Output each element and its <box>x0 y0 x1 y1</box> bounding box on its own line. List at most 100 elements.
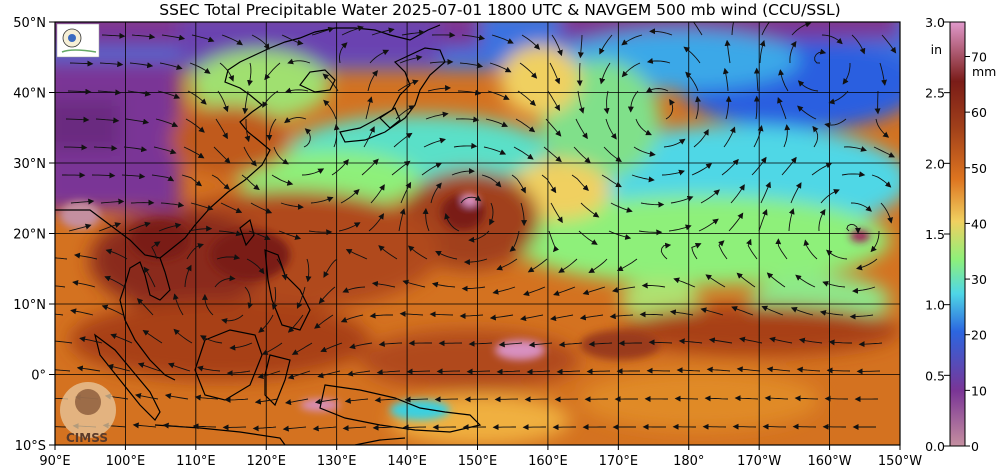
wind-arrow <box>528 341 553 348</box>
wind-arrow <box>631 174 655 183</box>
wind-arrow <box>284 87 309 94</box>
wind-arrow <box>811 162 833 176</box>
lon-label: 160°W <box>807 454 851 469</box>
wind-arrow <box>55 285 66 288</box>
wind-arrow <box>251 34 270 50</box>
wind-arrow <box>691 163 713 176</box>
wind-arrow <box>430 182 442 204</box>
wind-arrow <box>404 396 429 403</box>
wind-arrow <box>189 62 211 74</box>
wind-arrow <box>215 118 228 140</box>
wind-arrow <box>63 144 88 151</box>
wind-arrow <box>603 90 610 115</box>
wind-arrow <box>173 328 193 344</box>
wind-arrow <box>323 99 337 120</box>
wind-arrow <box>739 336 763 344</box>
wind-arrow <box>400 181 412 204</box>
wind-arrow <box>492 286 516 295</box>
wind-arrow <box>698 218 719 232</box>
wind-arrow <box>262 90 279 108</box>
cimss-logo: CIMSS <box>60 382 116 445</box>
wind-arrow <box>828 90 849 105</box>
wind-arrow <box>880 202 893 224</box>
wind-arrow <box>370 184 385 204</box>
wind-arrow <box>577 34 584 59</box>
wind-arrow <box>513 146 534 160</box>
wind-arrow <box>378 245 398 260</box>
lon-label: 150°W <box>878 454 922 469</box>
wind-arrow <box>824 118 847 129</box>
wind-arrow <box>794 395 819 402</box>
wind-arrow <box>104 275 126 288</box>
wind-arrow <box>603 146 622 162</box>
wind-arrow <box>875 118 890 138</box>
wind-arrow <box>674 395 699 402</box>
wind-arrow <box>397 79 419 92</box>
wind-arrow <box>257 370 281 380</box>
wind-arrow <box>549 62 561 85</box>
wind-arrow <box>858 341 883 348</box>
colorbar-mm-tick-label: 30 <box>971 272 987 287</box>
wind-arrow <box>732 423 757 430</box>
wind-arrow <box>157 90 181 99</box>
wind-arrow <box>76 365 101 372</box>
wind-arrow <box>521 34 540 50</box>
wind-arrow <box>211 174 230 190</box>
wind-arrow <box>777 97 787 120</box>
cimss-logo-text: CIMSS <box>66 431 108 445</box>
wind-arrow <box>468 340 493 347</box>
wind-arrow <box>305 258 312 283</box>
wind-arrow <box>459 62 484 69</box>
wind-arrow <box>217 90 229 113</box>
wind-arrow <box>515 118 536 133</box>
colorbar-in-tick-label: 3.0 <box>925 15 945 30</box>
wind-arrow <box>734 395 759 402</box>
wind-arrow <box>481 174 502 188</box>
wind-arrow <box>548 230 560 253</box>
wind-arrow <box>365 96 373 120</box>
wind-arrow <box>640 201 665 208</box>
wind-arrow <box>731 306 754 316</box>
wind-arrow <box>266 118 277 141</box>
wind-arrow <box>331 159 349 176</box>
wind-arrow <box>489 202 495 226</box>
wind-arrow <box>730 184 745 204</box>
wind-streamlines <box>55 22 897 432</box>
wind-arrow <box>728 212 744 232</box>
wind-arrow <box>725 95 732 120</box>
wind-arrow <box>241 174 260 191</box>
wind-arrow <box>91 172 116 179</box>
wind-arrow <box>125 118 150 125</box>
wind-arrow <box>399 310 424 317</box>
wind-arrow <box>459 313 484 319</box>
wind-arrow <box>461 34 486 41</box>
wind-arrow <box>406 368 431 375</box>
colorbar-in-tick-label: 1.0 <box>925 298 945 313</box>
wind-arrow <box>271 174 294 186</box>
wind-arrow <box>638 229 663 236</box>
wind-arrow <box>244 119 251 143</box>
wind-arrow <box>128 221 151 232</box>
wind-arrow <box>621 62 641 78</box>
wind-arrow <box>186 243 204 260</box>
wind-arrow <box>229 342 253 351</box>
lat-label: 0° <box>31 369 46 384</box>
wind-arrow <box>398 208 406 232</box>
wind-arrow <box>422 208 430 232</box>
wind-arrow <box>621 34 643 46</box>
wind-arrow <box>460 195 482 204</box>
colorbar-mm-tick-label: 60 <box>971 105 987 120</box>
wind-arrow <box>783 124 791 148</box>
wind-arrow <box>361 158 379 176</box>
wind-arrow <box>873 146 896 158</box>
wind-arrow <box>828 339 852 346</box>
lon-label: 120°E <box>246 454 286 469</box>
wind-arrow <box>247 62 253 87</box>
wind-arrow <box>524 396 549 403</box>
colorbar: 3.0 2.5 2.0 1.5 1.0 0.5 0.0 70 60 50 40 30 20 10 0 in mm <box>925 15 996 454</box>
lat-label: 40°N <box>13 87 46 102</box>
wind-arrow <box>368 213 385 232</box>
wind-arrow <box>599 34 613 55</box>
wind-arrow <box>143 266 156 288</box>
wind-arrow <box>588 258 608 273</box>
